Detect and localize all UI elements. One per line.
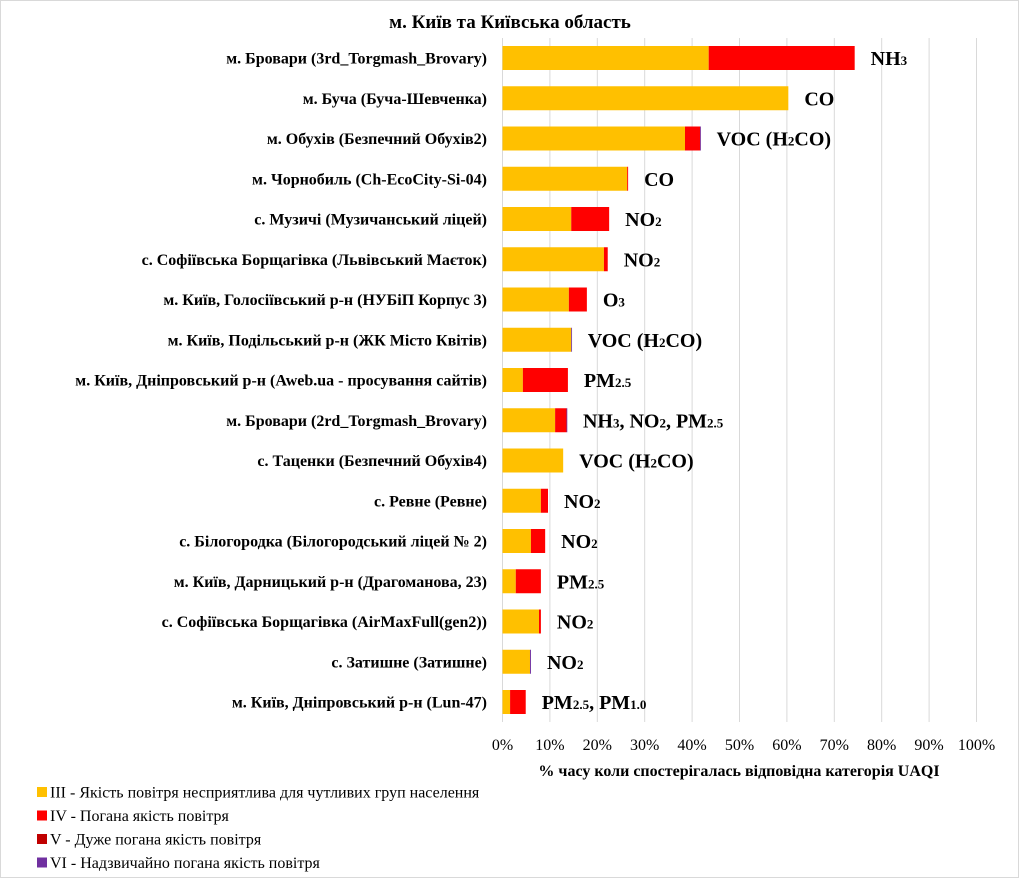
bar-segment-3 [502, 166, 628, 191]
legend-label: V - Дуже погана якість повітря [50, 832, 262, 849]
bar-segment-4 [510, 690, 526, 714]
pollutant-annotation: VOC (H2CO) [588, 330, 702, 352]
legend-swatch [37, 810, 47, 821]
bar-segment-6 [700, 126, 701, 151]
pollutant-annotation: NO2 [547, 652, 584, 674]
bar-segment-4 [515, 569, 541, 594]
bar-segment-3 [502, 529, 531, 553]
pollutant-annotation: CO [804, 88, 834, 110]
bar-segment-3 [502, 649, 530, 674]
pollutant-annotation: VOC (H2CO) [579, 451, 693, 473]
legend-swatch [37, 834, 47, 844]
x-tick-label: 60% [772, 737, 801, 754]
pollutant-annotation: NH3, NO2, PM2.5 [583, 410, 724, 432]
bar-segment-3 [502, 86, 789, 111]
bar-segment-4 [568, 287, 587, 312]
category-label: с. Затишне (Затишне) [331, 654, 487, 671]
x-tick-label: 90% [914, 737, 943, 754]
category-label: м. Київ, Дніпровський р-н (Lun-47) [232, 695, 487, 712]
category-label: м. Буча (Буча-Шевченка) [303, 91, 487, 108]
bar-segment-4 [555, 408, 567, 433]
pollutant-annotation: NH3 [871, 48, 908, 70]
bar-segment-4 [571, 207, 610, 231]
legend-swatch [37, 857, 47, 868]
x-tick-label: 80% [867, 737, 896, 754]
pollutant-annotation: CO [644, 169, 674, 191]
bar-segment-3 [502, 247, 604, 272]
bar-segment-3 [502, 126, 685, 151]
x-tick-label: 70% [820, 737, 849, 754]
pollutant-annotation: PM2.5 [557, 571, 605, 593]
category-label: с. Софіївська Борщагівка (Львівський Має… [142, 252, 487, 269]
category-label: с. Музичі (Музичанський ліцей) [254, 212, 487, 229]
chart-title: м. Київ та Київська область [389, 12, 631, 33]
x-tick-label: 20% [583, 737, 612, 754]
x-tick-label: 0% [492, 737, 513, 754]
pollutant-annotation: NO2 [624, 249, 661, 271]
bar-segment-3 [502, 287, 569, 312]
bar-segment-3 [502, 448, 564, 473]
bar-segment-4 [708, 46, 855, 70]
pollutant-annotation: VOC (H2CO) [717, 129, 831, 151]
bar-segment-4 [530, 529, 546, 553]
pollutant-annotation: PM2.5 [584, 370, 632, 392]
pollutant-annotation: NO2 [564, 491, 601, 513]
bar-segment-3 [502, 368, 523, 392]
category-label: м. Чорнобиль (Ch-EcoCity-Si-04) [252, 171, 487, 188]
category-label: м. Київ, Голосіївський р-н (НУБіП Корпус… [163, 292, 487, 309]
legend-label: III - Якість повітря несприятлива для чу… [50, 785, 480, 802]
bar-segment-4 [603, 247, 608, 272]
legend-swatch [37, 787, 47, 797]
legend: III - Якість повітря несприятлива для чу… [37, 785, 480, 872]
pollutant-annotation: O3 [603, 290, 626, 312]
bar-segment-3 [502, 327, 572, 352]
x-tick-label: 40% [677, 737, 706, 754]
category-label: м. Київ, Дніпровський р-н (Aweb.ua - про… [75, 373, 487, 390]
legend-label: IV - Погана якість повітря [50, 808, 230, 825]
category-label: м. Бровари (2rd_Torgmash_Brovary) [226, 413, 487, 430]
bar-segment-3 [502, 46, 709, 70]
bar-segment-3 [502, 408, 556, 433]
bar-segment-6 [566, 408, 568, 433]
x-axis-label: % часу коли спостерігалась відповідна ка… [538, 763, 939, 780]
x-tick-label: 100% [958, 737, 995, 754]
bar-segment-3 [502, 488, 541, 513]
bar-segment-3 [502, 569, 516, 594]
category-label: м. Київ, Дарницький р-н (Драгоманова, 23… [174, 574, 487, 591]
x-tick-label: 30% [630, 737, 659, 754]
bar-segment-6 [529, 649, 531, 674]
pollutant-annotation: NO2 [561, 531, 598, 553]
pollutant-annotation: NO2 [625, 209, 662, 231]
category-label: с. Таценки (Безпечний Обухів4) [257, 453, 487, 470]
legend-label: VI - Надзвичайно погана якість повітря [50, 855, 321, 872]
bar-segment-4 [627, 166, 629, 191]
category-label: м. Обухів (Безпечний Обухів2) [267, 131, 487, 148]
category-labels: м. Бровари (3rd_Torgmash_Brovary) м. Буча… [75, 51, 487, 712]
x-tick-labels: 0% 10% 20% 30% 40% 50% 60% 70% 80% 90% 100% [492, 737, 995, 754]
bar-segment-4 [538, 609, 541, 634]
category-label: м. Бровари (3rd_Torgmash_Brovary) [226, 51, 487, 68]
bar-segment-3 [502, 609, 539, 634]
bar-segment-4 [540, 488, 549, 513]
pollutant-annotation: PM2.5, PM1.0 [542, 692, 647, 714]
x-tick-label: 10% [535, 737, 564, 754]
bar-segment-3 [502, 690, 511, 714]
x-tick-label: 50% [725, 737, 754, 754]
bar-segment-6 [571, 327, 573, 352]
category-label: с. Білогородка (Білогородський ліцей № 2… [179, 534, 487, 551]
category-label: м. Київ, Подільський р-н (ЖК Місто Квіті… [168, 332, 487, 349]
pollutant-annotations: NH3 CO VOC (H2CO) CO NO2 NO2 O3 VOC (H2CO) PM2.5… [542, 48, 908, 714]
category-label: с. Ревне (Ревне) [374, 493, 487, 510]
pollutant-annotation: NO2 [557, 612, 594, 634]
bars [502, 46, 855, 714]
bar-segment-3 [502, 207, 572, 231]
bar-segment-4 [522, 368, 568, 392]
gridlines [502, 38, 977, 722]
bar-segment-4 [684, 126, 701, 151]
category-label: с. Софіївська Борщагівка (AirMaxFull(gen… [162, 614, 487, 631]
